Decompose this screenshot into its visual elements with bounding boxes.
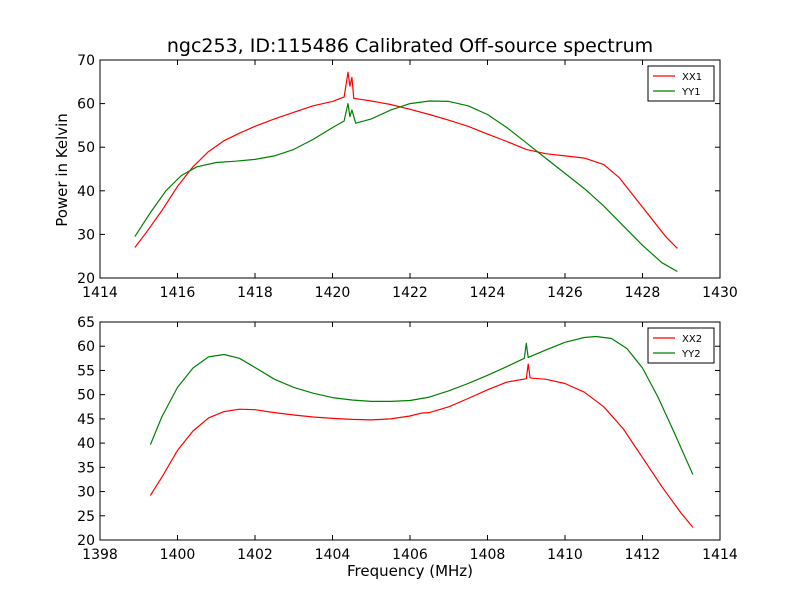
y-tick-label: 35 [77, 460, 95, 476]
y-tick-label: 60 [77, 97, 95, 113]
top-panel: 1414 1416 1418 1420 1422 1424 1426 1428 1430 20 30… [77, 53, 738, 301]
y-tick-label: 30 [77, 485, 95, 501]
y-tick-label: 20 [77, 533, 95, 549]
legend-label-xx2: XX2 [682, 334, 702, 345]
legend [647, 65, 715, 102]
y-tick-label: 20 [77, 271, 95, 287]
legend-label-yy1: YY1 [681, 87, 701, 98]
x-tick-label: 1428 [625, 285, 661, 301]
series-line-xx1 [134, 71, 678, 249]
y-tick-label: 55 [77, 363, 95, 379]
series-line-yy2 [149, 335, 694, 475]
x-tick-label: 1408 [470, 547, 506, 563]
plot-area [100, 322, 720, 540]
series-line-xx2 [149, 363, 694, 528]
plot-area [100, 60, 720, 278]
x-tick-label: 1412 [625, 547, 661, 563]
y-tick-label: 60 [77, 339, 95, 355]
y-axis-label: Power in Kelvin [53, 113, 71, 227]
x-tick-label: 1424 [470, 285, 506, 301]
x-axis-label: Frequency (MHz) [347, 562, 473, 580]
y-tick-label: 70 [77, 53, 95, 69]
x-tick-label: 1404 [315, 547, 351, 563]
x-tick-label: 1406 [392, 547, 428, 563]
x-tick-label: 1414 [702, 547, 738, 563]
x-tick-label: 1414 [82, 285, 118, 301]
x-tick-label: 1416 [160, 285, 196, 301]
legend-label-yy2: YY2 [681, 349, 701, 360]
y-tick-label: 25 [77, 509, 95, 525]
y-tick-label: 65 [77, 315, 95, 331]
x-tick-label: 1430 [702, 285, 738, 301]
x-tick-label: 1420 [315, 285, 351, 301]
x-tick-label: 1402 [237, 547, 273, 563]
x-tick-label: 1426 [547, 285, 583, 301]
chart-title: ngc253, ID:115486 Calibrated Off-source … [167, 35, 653, 57]
y-tick-label: 40 [77, 184, 95, 200]
legend [647, 327, 715, 364]
legend-label-xx1: XX1 [682, 72, 702, 83]
x-tick-label: 1400 [160, 547, 196, 563]
y-tick-label: 45 [77, 412, 95, 428]
x-tick-label: 1398 [82, 547, 118, 563]
x-tick-label: 1422 [392, 285, 428, 301]
y-tick-label: 50 [77, 140, 95, 156]
y-tick-label: 30 [77, 227, 95, 243]
x-tick-label: 1410 [547, 547, 583, 563]
y-tick-label: 50 [77, 388, 95, 404]
series-line-yy1 [134, 100, 678, 273]
bottom-panel: 1398 1400 1402 1404 1406 1408 1410 1412 1414 20 25… [77, 315, 738, 563]
x-tick-label: 1418 [237, 285, 273, 301]
y-tick-label: 40 [77, 436, 95, 452]
